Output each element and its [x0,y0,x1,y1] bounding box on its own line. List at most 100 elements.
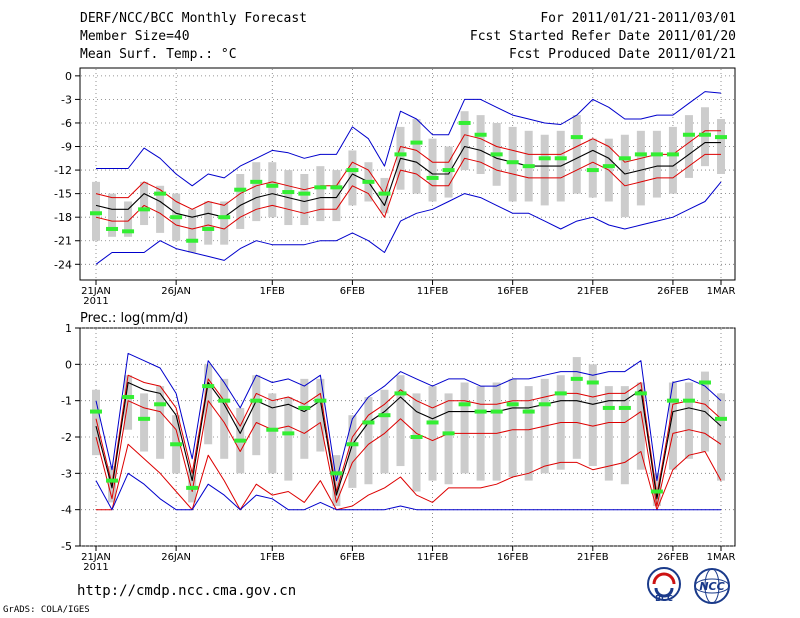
median-marker [698,380,711,385]
median-marker [218,215,231,220]
distribution-box [396,375,405,467]
distribution-box [476,115,485,174]
y-tick-label: -3 [61,467,72,480]
median-marker [154,402,167,407]
median-marker [426,420,439,425]
distribution-box [668,382,677,470]
median-marker [138,416,151,421]
distribution-box [588,364,597,467]
median-marker [314,185,327,190]
distribution-box [204,201,213,245]
x-tick-label: 21FEB [577,552,609,563]
median-marker [362,179,375,184]
distribution-box [684,382,693,459]
series-max-line [96,91,722,187]
precip-title: Prec.: log(mm/d) [80,311,188,326]
median-marker [522,164,535,169]
median-marker [506,160,519,165]
median-marker [282,431,295,436]
median-marker [682,132,695,137]
median-marker [586,168,599,173]
median-marker [202,226,215,231]
bcc-logo: BCC [647,567,681,603]
y-tick-label: -3 [61,93,72,106]
median-marker [474,409,487,414]
median-marker [218,398,231,403]
median-marker [170,215,183,220]
median-marker [138,207,151,212]
y-tick-label: 0 [65,70,72,83]
series-mean-line [95,381,722,500]
x-tick-label: 11FEB [417,552,449,563]
distribution-box [220,201,229,245]
distribution-box [412,393,421,492]
median-marker [538,156,551,161]
median-marker [522,409,535,414]
y-tick-label: -18 [54,211,72,224]
forecast-period: For 2011/01/21-2011/03/01 [540,11,736,26]
distribution-box [92,389,100,456]
median-marker [330,185,343,190]
x-tick-label: 6FEB [340,286,365,297]
distribution-box [636,382,645,470]
median-marker [298,191,311,196]
median-marker [682,398,695,403]
x-tick-label: 1MAR [707,286,736,297]
median-marker [234,438,247,443]
distribution-box [220,378,229,459]
x-year-label: 2011 [83,562,108,573]
distribution-box [188,209,197,253]
median-marker [442,168,455,173]
member-size: Member Size=40 [80,29,190,44]
median-marker [442,431,455,436]
median-marker [394,391,407,396]
median-marker [570,376,583,381]
distribution-box [444,393,453,485]
median-marker [506,402,519,407]
median-marker [634,152,647,157]
median-marker [538,402,551,407]
distribution-box [684,115,693,178]
median-marker [298,405,311,410]
median-marker [458,402,471,407]
distribution-box [604,386,613,481]
median-marker [426,175,439,180]
series-min-red-line [96,443,722,511]
produced-date: Fcst Produced Date 2011/01/21 [509,47,736,62]
variable-label: Mean Surf. Temp.: °C [80,47,237,62]
median-marker [410,140,423,145]
series-max-line [95,352,722,482]
median-marker [410,435,423,439]
distribution-box [620,386,629,485]
chart-title: DERF/NCC/BCC Monthly Forecast [80,11,307,26]
distribution-box [364,397,373,485]
distribution-box [268,393,277,474]
y-tick-label: -6 [61,117,72,130]
median-marker [490,409,503,414]
median-marker [266,183,279,188]
median-marker [554,156,567,161]
y-tick-label: -1 [61,395,72,408]
distribution-box [380,389,389,474]
median-marker [666,152,679,157]
distribution-box [300,378,309,459]
distribution-box [620,134,629,218]
y-tick-label: -21 [54,235,72,248]
x-year-label: 2011 [83,296,108,307]
x-tick-label: 26FEB [657,552,689,563]
median-marker [650,152,663,157]
median-marker [618,156,631,161]
distribution-box [300,174,309,226]
source-url[interactable]: http://cmdp.ncc.cma.gov.cn [77,583,297,599]
distribution-box [636,130,645,206]
x-tick-label: 16FEB [497,286,529,297]
median-marker [314,398,327,403]
panel-precipitation: Prec.: log(mm/d) 1 0 -1 -2 -3 -4 -5 21JAN 26JAN 1F… [61,311,736,573]
median-marker [250,398,263,403]
median-marker [90,409,102,414]
median-marker [202,384,215,389]
series-min-line [95,181,722,265]
distribution-box [236,174,245,229]
median-marker [154,191,167,196]
median-marker [394,152,407,157]
